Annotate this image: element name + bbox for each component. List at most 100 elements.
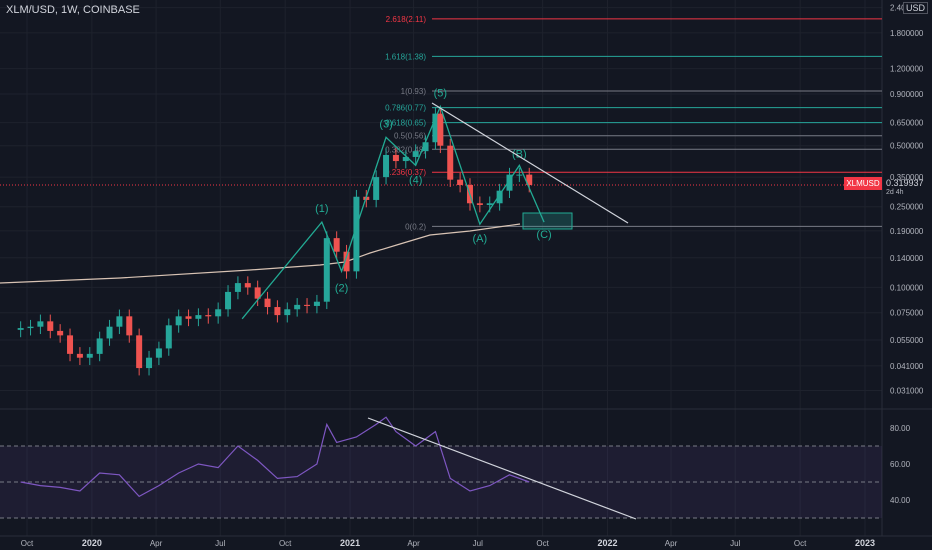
time-axis-label: Jul [215,539,225,548]
candle-body [205,315,212,317]
candle-body [195,315,202,319]
fib-level-label: 1.618(1.38) [385,52,426,61]
price-axis-label: 0.140000 [890,254,924,263]
fib-level-label: 0(0.2) [405,222,426,231]
wave-label: (C) [536,229,551,241]
price-axis-label: 0.650000 [890,119,924,128]
candle-body [274,307,281,316]
candle-body [392,154,399,162]
symbol-title[interactable]: XLM/USD, 1W, COINBASE [6,4,140,16]
time-axis-label: Oct [21,539,34,548]
candle-body [526,174,533,185]
candle-body [373,177,380,200]
price-axis-label: 0.055000 [890,336,924,345]
candle-body [304,304,311,306]
candle-body [457,179,464,185]
elliott-wave-path [241,104,545,320]
price-axis-label: 0.190000 [890,227,924,236]
target-zone-box [522,212,573,230]
price-axis-label: 0.100000 [890,283,924,292]
rsi-trendline [367,417,637,520]
wave-label: (1) [315,203,328,215]
candle-body [294,304,301,310]
rsi-axis-label: 80.00 [890,424,911,433]
candle-body [402,156,409,162]
candle-body [47,321,54,331]
candle-body [27,326,34,329]
candle-body [496,190,503,204]
candle-body [516,174,523,176]
candle-body [234,283,241,292]
candle-body [185,316,192,319]
candle-body [244,283,251,288]
time-axis-label: Apr [407,539,420,548]
candle-body [353,196,360,272]
price-axis-label: 0.500000 [890,142,924,151]
bar-countdown: 2d 4h [886,189,904,196]
candle-body [86,353,93,358]
wave-label: (2) [335,282,348,294]
candle-body [225,291,232,310]
candle-body [215,309,222,317]
candle-body [106,326,113,339]
candle-body [284,309,291,316]
candle-body [76,353,83,358]
price-axis-label: 1.200000 [890,65,924,74]
time-axis-label: Oct [279,539,292,548]
candle-body [422,142,429,152]
candle-body [37,321,44,327]
price-trendline [431,102,629,224]
candle-body [146,357,153,369]
price-axis-label: 0.041000 [890,362,924,371]
fib-level-label: 0.382(0.48) [385,145,426,154]
time-axis-label: Apr [665,539,678,548]
price-axis-label: 0.075000 [890,309,924,318]
fib-level-label: 0.618(0.65) [385,119,426,128]
time-axis-label: Jul [730,539,740,548]
candle-body [136,335,143,369]
candle-body [486,203,493,205]
time-axis-label: 2022 [598,538,618,548]
candle-body [96,338,103,354]
candle-body [126,316,133,336]
candle-body [383,154,390,178]
candle-body [155,348,162,358]
fib-level-label: 1(0.93) [401,87,427,96]
candle-body [437,113,444,146]
price-axis-label: 0.250000 [890,203,924,212]
candle-body [264,298,271,308]
candle-body [333,238,340,252]
symbol-price-badge: XLMUSD [844,177,882,190]
price-axis-label: 0.350000 [890,173,924,182]
fib-level-label: 0.5(0.56) [394,132,426,141]
wave-label: (3) [379,118,392,130]
candle-body [506,174,513,191]
rsi-axis-label: 40.00 [890,496,911,505]
wave-label: (4) [409,174,422,186]
price-axis-label: 0.031000 [890,387,924,396]
candle-body [432,113,439,143]
time-axis-label: Apr [150,539,163,548]
currency-badge[interactable]: USD [902,2,928,14]
time-axis-label: 2023 [855,538,875,548]
rsi-axis-label: 60.00 [890,460,911,469]
candle-body [165,325,172,349]
last-price: 0.319937 [886,178,924,188]
candle-body [175,316,182,326]
time-axis-label: 2021 [340,538,360,548]
price-axis-label: 0.900000 [890,90,924,99]
candle-body [412,151,419,157]
candle-body [313,301,320,306]
time-axis-label: Jul [473,539,483,548]
fib-level-label: 0.786(0.77) [385,104,426,113]
price-axis-label: 1.800000 [890,29,924,38]
candle-body [116,316,123,327]
fib-level-label: 0.236(0.37) [385,168,426,177]
time-axis-label: 2020 [82,538,102,548]
candle-body [254,287,261,299]
wave-label: (A) [473,233,488,245]
fib-level-label: 2.618(2.11) [386,15,427,24]
candle-body [343,251,350,272]
